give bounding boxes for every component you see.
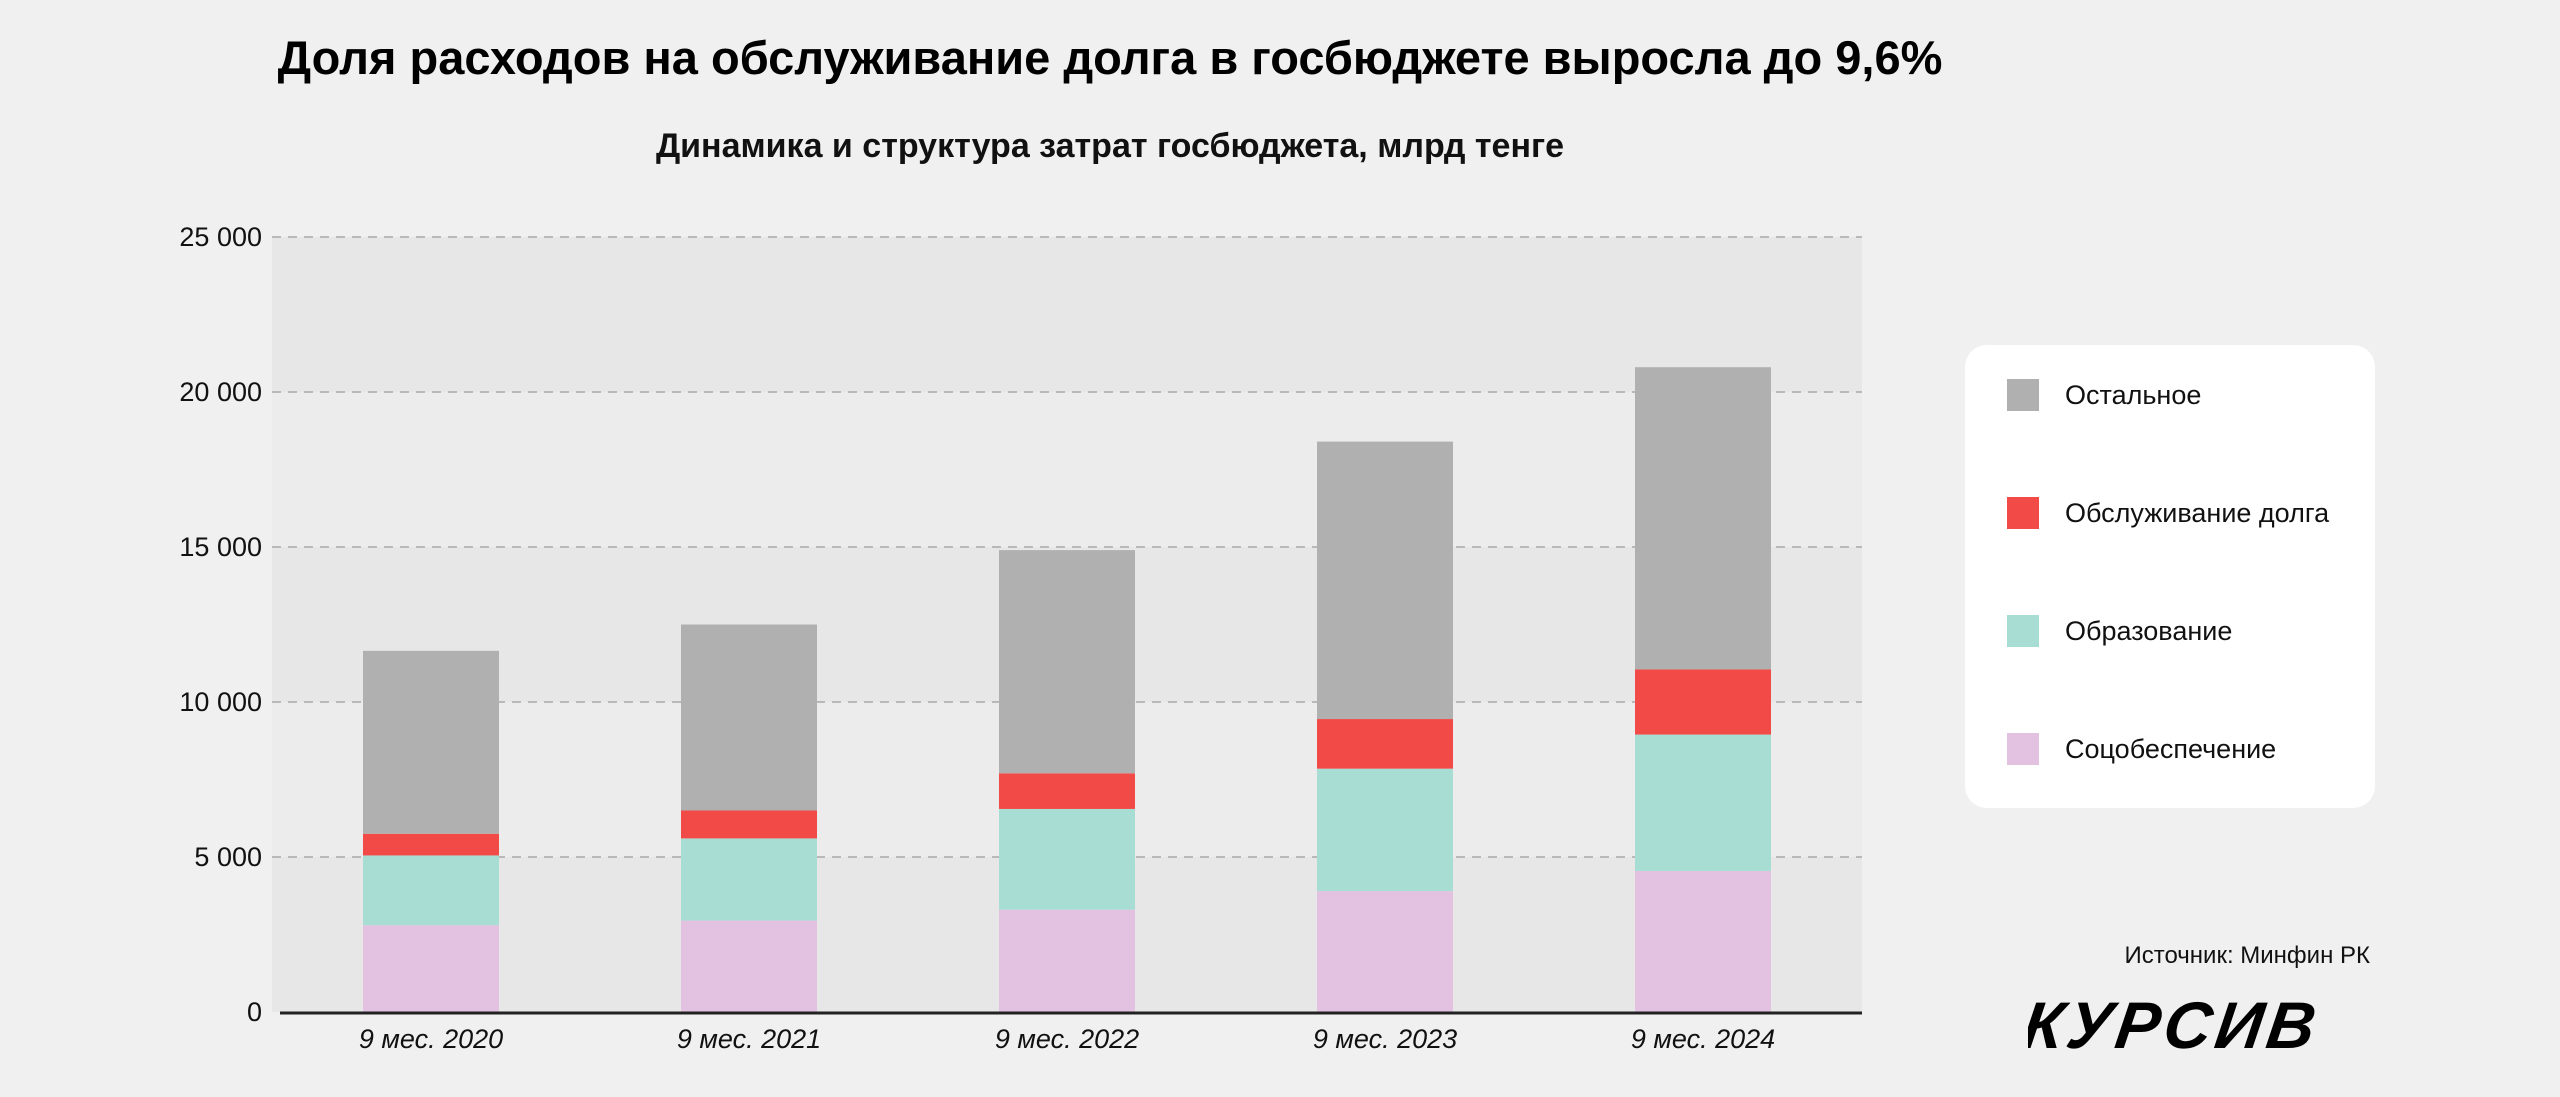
bar-segment-соцобеспечение bbox=[681, 921, 817, 1012]
svg-text:КУРСИВ: КУРСИВ bbox=[2028, 990, 2324, 1060]
y-tick-label: 0 bbox=[247, 997, 262, 1027]
y-axis-tick-labels: 0 5 000 10 000 15 000 20 000 25 000 bbox=[179, 222, 262, 1027]
legend-item: Остальное bbox=[2007, 375, 2201, 415]
bar-segment-соцобеспечение bbox=[999, 910, 1135, 1012]
bar-segment-обслуживание-долга bbox=[363, 834, 499, 856]
legend-swatch bbox=[2007, 615, 2039, 647]
x-tick-label: 9 мес. 2021 bbox=[677, 1024, 821, 1054]
y-tick-label: 15 000 bbox=[179, 532, 262, 562]
legend-swatch bbox=[2007, 379, 2039, 411]
legend-item: Образование bbox=[2007, 611, 2232, 651]
kursiv-logo: КУРСИВ bbox=[2028, 990, 2373, 1060]
x-tick-label: 9 мес. 2023 bbox=[1313, 1024, 1457, 1054]
x-tick-label: 9 мес. 2022 bbox=[995, 1024, 1139, 1054]
legend: Остальное Обслуживание долга Образование Со… bbox=[1965, 345, 2375, 808]
bar-segment-обслуживание-долга bbox=[1317, 719, 1453, 769]
x-tick-label: 9 мес. 2024 bbox=[1631, 1024, 1775, 1054]
legend-swatch bbox=[2007, 733, 2039, 765]
bar-segment-образование bbox=[999, 809, 1135, 910]
bar-segment-соцобеспечение bbox=[363, 925, 499, 1012]
bar-segment-обслуживание-долга bbox=[1635, 669, 1771, 734]
plot-band bbox=[272, 392, 1862, 547]
y-tick-label: 5 000 bbox=[194, 842, 262, 872]
plot-band bbox=[272, 237, 1862, 392]
bar-segment-остальное bbox=[1635, 367, 1771, 669]
bar-segment-образование bbox=[363, 855, 499, 925]
bar-segment-обслуживание-долга bbox=[999, 773, 1135, 809]
bar-segment-соцобеспечение bbox=[1317, 891, 1453, 1012]
x-tick-label: 9 мес. 2020 bbox=[359, 1024, 503, 1054]
legend-item: Обслуживание долга bbox=[2007, 493, 2329, 533]
legend-label: Остальное bbox=[2065, 380, 2201, 411]
bar-segment-остальное bbox=[681, 625, 817, 811]
bar-segment-остальное bbox=[363, 651, 499, 834]
bar-segment-соцобеспечение bbox=[1635, 871, 1771, 1012]
bar-segment-обслуживание-долга bbox=[681, 811, 817, 839]
y-tick-label: 25 000 bbox=[179, 222, 262, 252]
legend-label: Соцобеспечение bbox=[2065, 734, 2276, 765]
bar-segment-остальное bbox=[999, 550, 1135, 773]
y-tick-label: 20 000 bbox=[179, 377, 262, 407]
x-axis-tick-labels: 9 мес. 2020 9 мес. 2021 9 мес. 2022 9 мес. … bbox=[359, 1024, 1775, 1054]
legend-label: Обслуживание долга bbox=[2065, 498, 2329, 529]
bar-segment-образование bbox=[1635, 735, 1771, 871]
legend-swatch bbox=[2007, 497, 2039, 529]
bar-segment-образование bbox=[681, 838, 817, 920]
bar-segment-остальное bbox=[1317, 442, 1453, 719]
source-note: Источник: Минфин РК bbox=[2000, 942, 2370, 970]
legend-item: Соцобеспечение bbox=[2007, 729, 2276, 769]
y-tick-label: 10 000 bbox=[179, 687, 262, 717]
legend-label: Образование bbox=[2065, 616, 2232, 647]
bar-segment-образование bbox=[1317, 769, 1453, 891]
